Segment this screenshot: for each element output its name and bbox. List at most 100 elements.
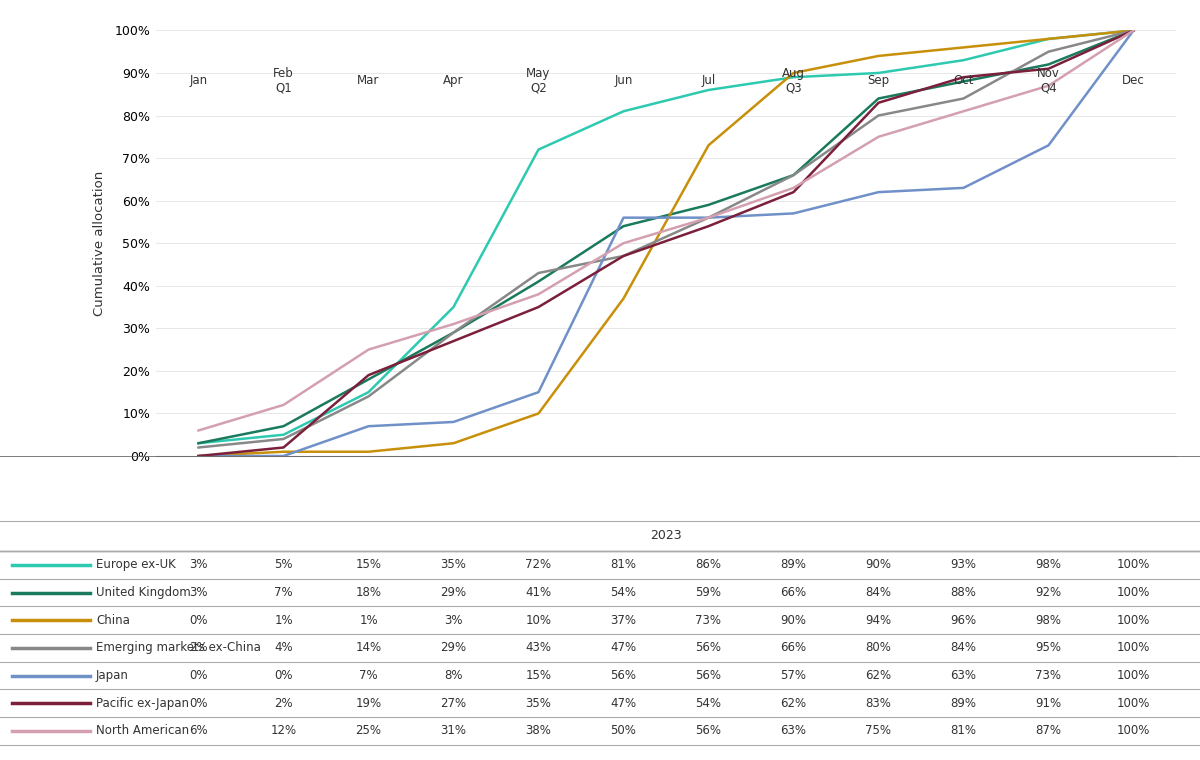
Text: May
Q2: May Q2 <box>527 67 551 95</box>
Text: 3%: 3% <box>444 614 463 627</box>
Text: 3%: 3% <box>190 586 208 599</box>
Text: 72%: 72% <box>526 559 552 572</box>
Text: 75%: 75% <box>865 724 892 737</box>
Text: 2023: 2023 <box>650 529 682 543</box>
Text: 96%: 96% <box>950 614 977 627</box>
Text: 80%: 80% <box>865 641 892 654</box>
Text: 37%: 37% <box>611 614 636 627</box>
Text: 2%: 2% <box>190 641 208 654</box>
Text: 29%: 29% <box>440 586 467 599</box>
Text: Jan: Jan <box>190 74 208 87</box>
Text: 2%: 2% <box>274 697 293 710</box>
Text: Dec: Dec <box>1122 74 1145 87</box>
Text: 100%: 100% <box>1117 559 1150 572</box>
Text: 15%: 15% <box>526 669 552 682</box>
Text: Aug
Q3: Aug Q3 <box>782 67 805 95</box>
Text: 7%: 7% <box>359 669 378 682</box>
Text: United Kingdom: United Kingdom <box>96 586 191 599</box>
Text: 5%: 5% <box>275 559 293 572</box>
Text: 14%: 14% <box>355 641 382 654</box>
Text: 86%: 86% <box>696 559 721 572</box>
Text: 88%: 88% <box>950 586 977 599</box>
Text: 90%: 90% <box>780 614 806 627</box>
Text: 81%: 81% <box>950 724 977 737</box>
Text: 15%: 15% <box>355 559 382 572</box>
Text: Oct: Oct <box>953 74 973 87</box>
Text: 56%: 56% <box>696 641 721 654</box>
Text: 62%: 62% <box>780 697 806 710</box>
Text: 41%: 41% <box>526 586 552 599</box>
Text: Japan: Japan <box>96 669 128 682</box>
Text: 35%: 35% <box>440 559 467 572</box>
Text: 1%: 1% <box>359 614 378 627</box>
Text: 4%: 4% <box>274 641 293 654</box>
Text: 3%: 3% <box>190 559 208 572</box>
Text: 56%: 56% <box>696 724 721 737</box>
Text: China: China <box>96 614 130 627</box>
Text: 95%: 95% <box>1036 641 1062 654</box>
Text: 91%: 91% <box>1036 697 1062 710</box>
Text: 0%: 0% <box>190 614 208 627</box>
Text: 93%: 93% <box>950 559 977 572</box>
Text: Apr: Apr <box>443 74 463 87</box>
Text: 57%: 57% <box>780 669 806 682</box>
Text: 1%: 1% <box>274 614 293 627</box>
Text: 63%: 63% <box>780 724 806 737</box>
Text: 31%: 31% <box>440 724 467 737</box>
Text: 98%: 98% <box>1036 559 1062 572</box>
Text: 54%: 54% <box>611 586 636 599</box>
Text: 59%: 59% <box>696 586 721 599</box>
Y-axis label: Cumulative allocation: Cumulative allocation <box>94 170 107 316</box>
Text: 56%: 56% <box>696 669 721 682</box>
Text: 66%: 66% <box>780 586 806 599</box>
Text: 98%: 98% <box>1036 614 1062 627</box>
Text: 84%: 84% <box>950 641 977 654</box>
Text: 100%: 100% <box>1117 697 1150 710</box>
Text: Europe ex-UK: Europe ex-UK <box>96 559 175 572</box>
Text: 0%: 0% <box>275 669 293 682</box>
Text: Pacific ex-Japan: Pacific ex-Japan <box>96 697 190 710</box>
Text: 7%: 7% <box>274 586 293 599</box>
Text: Emerging markets ex-China: Emerging markets ex-China <box>96 641 260 654</box>
Text: 94%: 94% <box>865 614 892 627</box>
Text: 92%: 92% <box>1036 586 1062 599</box>
Text: 89%: 89% <box>950 697 977 710</box>
Text: 47%: 47% <box>611 641 636 654</box>
Text: 19%: 19% <box>355 697 382 710</box>
Text: Mar: Mar <box>358 74 379 87</box>
Text: 100%: 100% <box>1117 724 1150 737</box>
Text: 35%: 35% <box>526 697 552 710</box>
Text: 43%: 43% <box>526 641 552 654</box>
Text: 8%: 8% <box>444 669 463 682</box>
Text: 29%: 29% <box>440 641 467 654</box>
Text: 62%: 62% <box>865 669 892 682</box>
Text: 27%: 27% <box>440 697 467 710</box>
Text: 38%: 38% <box>526 724 552 737</box>
Text: Jun: Jun <box>614 74 632 87</box>
Text: 6%: 6% <box>190 724 208 737</box>
Text: Nov
Q4: Nov Q4 <box>1037 67 1060 95</box>
Text: Sep: Sep <box>868 74 889 87</box>
Text: 0%: 0% <box>190 669 208 682</box>
Text: 87%: 87% <box>1036 724 1062 737</box>
Text: 84%: 84% <box>865 586 892 599</box>
Text: 90%: 90% <box>865 559 892 572</box>
Text: North American: North American <box>96 724 190 737</box>
Text: 0%: 0% <box>190 697 208 710</box>
Text: Jul: Jul <box>701 74 715 87</box>
Text: 73%: 73% <box>696 614 721 627</box>
Text: 18%: 18% <box>355 586 382 599</box>
Text: 50%: 50% <box>611 724 636 737</box>
Text: 47%: 47% <box>611 697 636 710</box>
Text: 66%: 66% <box>780 641 806 654</box>
Text: 73%: 73% <box>1036 669 1062 682</box>
Text: 83%: 83% <box>865 697 892 710</box>
Text: 63%: 63% <box>950 669 977 682</box>
Text: 100%: 100% <box>1117 669 1150 682</box>
Text: 100%: 100% <box>1117 614 1150 627</box>
Text: 56%: 56% <box>611 669 636 682</box>
Text: 54%: 54% <box>696 697 721 710</box>
Text: 100%: 100% <box>1117 641 1150 654</box>
Text: 25%: 25% <box>355 724 382 737</box>
Text: 10%: 10% <box>526 614 552 627</box>
